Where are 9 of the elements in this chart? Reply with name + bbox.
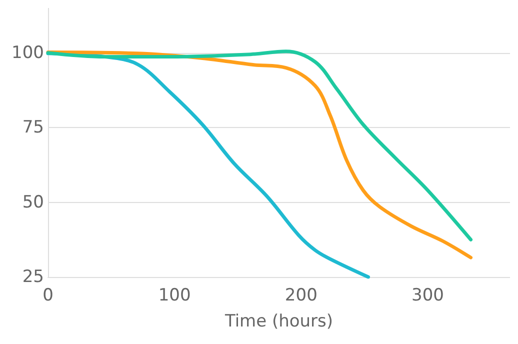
x-tick-label: 300 bbox=[412, 286, 444, 306]
x-tick-label: 200 bbox=[284, 286, 318, 306]
x-tick-label: 0 bbox=[42, 286, 54, 306]
y-tick-label: 50 bbox=[22, 192, 44, 212]
y-tick-label: 25 bbox=[22, 267, 44, 287]
y-tick-label: 75 bbox=[22, 118, 44, 138]
x-axis-title: Time (hours) bbox=[224, 312, 334, 332]
y-tick-label: 100 bbox=[12, 42, 44, 63]
x-tick-label: 100 bbox=[158, 286, 191, 306]
